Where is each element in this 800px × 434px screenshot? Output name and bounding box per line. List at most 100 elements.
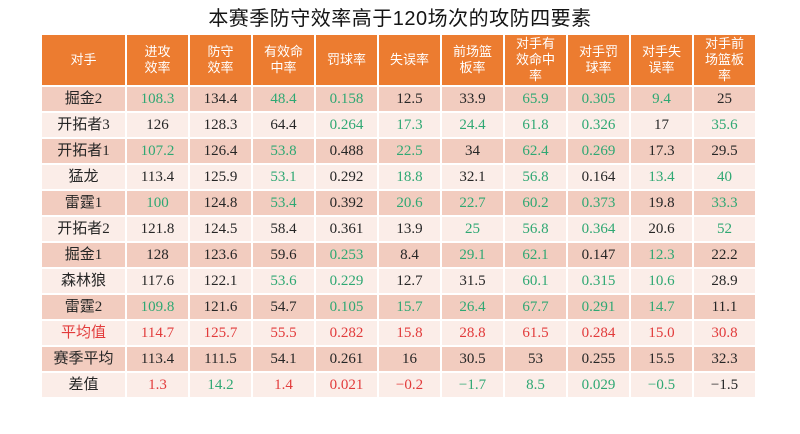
data-cell: 29.1 — [440, 241, 505, 269]
table-row: 雷霆1 100 124.8 53.4 0.392 20.6 22.7 60.2 0.373 19.… — [40, 189, 757, 217]
data-cell: 33.9 — [440, 85, 505, 113]
data-cell: 17 — [629, 111, 694, 139]
data-cell: 62.1 — [503, 241, 568, 269]
row-label: 开拓者2 — [40, 215, 127, 243]
data-cell: 0.305 — [566, 85, 631, 113]
data-cell: 58.4 — [251, 215, 316, 243]
data-cell: 13.4 — [629, 163, 694, 191]
data-cell: 20.6 — [629, 215, 694, 243]
table-body: 掘金2 108.3 134.4 48.4 0.158 12.5 33.9 65.9 0.305 9… — [40, 85, 757, 399]
data-cell: 8.4 — [377, 241, 442, 269]
data-cell: 59.6 — [251, 241, 316, 269]
data-cell: −0.5 — [629, 371, 694, 399]
data-cell: −1.7 — [440, 371, 505, 399]
data-cell: 8.5 — [503, 371, 568, 399]
data-cell: 29.5 — [692, 137, 757, 165]
data-cell: 111.5 — [188, 345, 253, 373]
data-cell: 19.8 — [629, 189, 694, 217]
data-cell: 0.326 — [566, 111, 631, 139]
row-label: 雷霆1 — [40, 189, 127, 217]
row-label: 赛季平均 — [40, 345, 127, 373]
data-cell: 22.2 — [692, 241, 757, 269]
data-cell: 30.5 — [440, 345, 505, 373]
data-cell: 24.4 — [440, 111, 505, 139]
data-cell: 31.5 — [440, 267, 505, 295]
row-label: 开拓者1 — [40, 137, 127, 165]
data-cell: 14.2 — [188, 371, 253, 399]
data-cell: 0.029 — [566, 371, 631, 399]
row-label: 猛龙 — [40, 163, 127, 191]
data-cell: 55.5 — [251, 319, 316, 347]
stats-table: 对手 进攻 效率 防守 效率 有效命 中率 罚球率 失误率 前场篮 板率 对手有 效命中 率对… — [40, 33, 757, 399]
data-cell: 54.7 — [251, 293, 316, 321]
data-cell: 0.361 — [314, 215, 379, 243]
data-cell: 122.1 — [188, 267, 253, 295]
data-cell: 52 — [692, 215, 757, 243]
data-cell: 124.8 — [188, 189, 253, 217]
data-cell: 53 — [503, 345, 568, 373]
data-cell: 25 — [692, 85, 757, 113]
table-row: 猛龙 113.4 125.9 53.1 0.292 18.8 32.1 56.8 0.164 13… — [40, 163, 757, 191]
table-row: 赛季平均 113.4 111.5 54.1 0.261 16 30.5 53 0.255 15.5… — [40, 345, 757, 373]
data-cell: 64.4 — [251, 111, 316, 139]
header-cell: 对手 — [40, 33, 127, 87]
data-cell: 26.4 — [440, 293, 505, 321]
data-cell: 128.3 — [188, 111, 253, 139]
row-label: 平均值 — [40, 319, 127, 347]
header-cell: 前场篮 板率 — [440, 33, 505, 87]
row-label: 掘金1 — [40, 241, 127, 269]
data-cell: 126.4 — [188, 137, 253, 165]
data-cell: 9.4 — [629, 85, 694, 113]
data-cell: 0.229 — [314, 267, 379, 295]
header-cell: 罚球率 — [314, 33, 379, 87]
data-cell: 17.3 — [629, 137, 694, 165]
table-row: 掘金1 128 123.6 59.6 0.253 8.4 29.1 62.1 0.147 12.3… — [40, 241, 757, 269]
data-cell: 67.7 — [503, 293, 568, 321]
data-cell: 61.5 — [503, 319, 568, 347]
data-cell: 0.105 — [314, 293, 379, 321]
header-cell: 进攻 效率 — [125, 33, 190, 87]
data-cell: −1.5 — [692, 371, 757, 399]
data-cell: 109.8 — [125, 293, 190, 321]
data-cell: 125.7 — [188, 319, 253, 347]
data-cell: 100 — [125, 189, 190, 217]
data-cell: 0.292 — [314, 163, 379, 191]
data-cell: 22.7 — [440, 189, 505, 217]
data-cell: 56.8 — [503, 215, 568, 243]
data-cell: 53.1 — [251, 163, 316, 191]
data-cell: 125.9 — [188, 163, 253, 191]
data-cell: 0.364 — [566, 215, 631, 243]
data-cell: 0.488 — [314, 137, 379, 165]
data-cell: 17.3 — [377, 111, 442, 139]
data-cell: −0.2 — [377, 371, 442, 399]
data-cell: 0.392 — [314, 189, 379, 217]
data-cell: 65.9 — [503, 85, 568, 113]
data-cell: 0.261 — [314, 345, 379, 373]
data-cell: 0.147 — [566, 241, 631, 269]
data-cell: 0.269 — [566, 137, 631, 165]
data-cell: 12.7 — [377, 267, 442, 295]
data-cell: 0.164 — [566, 163, 631, 191]
data-cell: 113.4 — [125, 163, 190, 191]
data-cell: 15.7 — [377, 293, 442, 321]
data-cell: 62.4 — [503, 137, 568, 165]
data-cell: 1.3 — [125, 371, 190, 399]
data-cell: 33.3 — [692, 189, 757, 217]
data-cell: 53.6 — [251, 267, 316, 295]
table-row: 平均值 114.7 125.7 55.5 0.282 15.8 28.8 61.5 0.284 1… — [40, 319, 757, 347]
table-row: 开拓者2 121.8 124.5 58.4 0.361 13.9 25 56.8 0.364 20… — [40, 215, 757, 243]
header-cell: 有效命 中率 — [251, 33, 316, 87]
data-cell: 128 — [125, 241, 190, 269]
row-label: 森林狼 — [40, 267, 127, 295]
row-label: 雷霆2 — [40, 293, 127, 321]
data-cell: 34 — [440, 137, 505, 165]
data-cell: 0.373 — [566, 189, 631, 217]
row-label: 差值 — [40, 371, 127, 399]
data-cell: 0.255 — [566, 345, 631, 373]
data-cell: 123.6 — [188, 241, 253, 269]
data-cell: 61.8 — [503, 111, 568, 139]
data-cell: 28.8 — [440, 319, 505, 347]
data-cell: 25 — [440, 215, 505, 243]
data-cell: 11.1 — [692, 293, 757, 321]
